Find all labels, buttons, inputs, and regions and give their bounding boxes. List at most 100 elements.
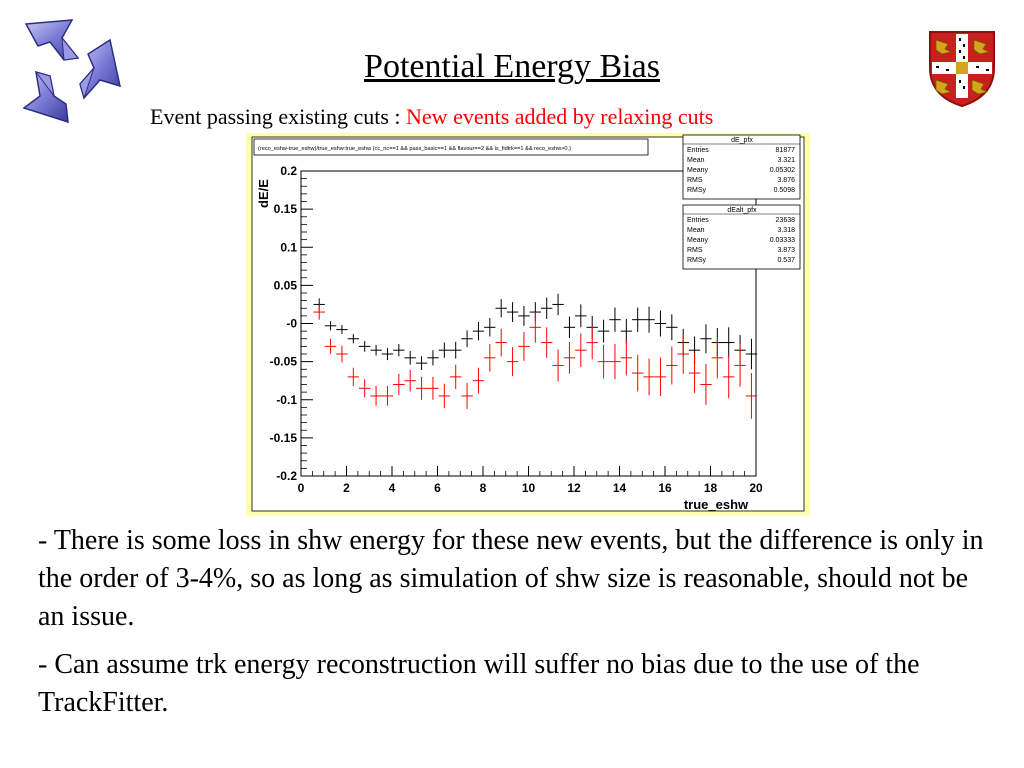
data-point [688, 353, 701, 393]
plot-area [300, 170, 757, 477]
data-point [620, 318, 633, 344]
data-point [609, 307, 621, 332]
y-tick-label: 0.2 [280, 164, 297, 178]
series-dealt-pfx [313, 304, 758, 419]
stats-label: Meany [687, 167, 709, 174]
data-point [461, 382, 473, 409]
stats-label: RMSy [687, 187, 707, 194]
profile-plot-svg: (reco_eshw-true_eshw)/true_eshw:true_esh… [251, 134, 805, 512]
data-point [415, 376, 428, 400]
data-point [506, 302, 519, 322]
data-point [336, 325, 348, 335]
stats-label: RMS [687, 177, 703, 184]
y-tick-label: -0.1 [276, 393, 297, 407]
data-point [359, 341, 371, 352]
data-point [609, 344, 621, 380]
data-point [404, 370, 416, 392]
x-tick-label: 0 [298, 481, 305, 495]
data-point [450, 341, 462, 359]
stats-label: Mean [687, 227, 705, 234]
x-tick-label: 18 [704, 481, 718, 495]
data-point [324, 338, 337, 354]
data-point [506, 347, 519, 377]
stats-value: 0.537 [777, 257, 795, 264]
x-axis-label: true_eshw [684, 497, 749, 512]
subtitle-existing-cuts: Event passing existing cuts : [150, 104, 407, 129]
stats-value: 3.873 [777, 247, 795, 254]
data-point [666, 346, 678, 385]
bullet-list: - There is some loss in shw energy for t… [38, 522, 998, 732]
bullet-shw-energy-loss: - There is some loss in shw energy for t… [38, 525, 984, 632]
plot-title: (reco_eshw-true_eshw)/true_eshw:true_esh… [258, 146, 571, 152]
stats-box-title: dEalt_pfx [727, 207, 757, 214]
data-point [654, 357, 667, 396]
profile-plot: (reco_eshw-true_eshw)/true_eshw:true_esh… [246, 133, 810, 516]
data-point [711, 337, 724, 379]
y-tick-label: -0.2 [276, 469, 297, 483]
y-axis-label: dE/E [256, 179, 271, 208]
stats-value: 0.03333 [770, 237, 795, 244]
stats-value: 3.318 [777, 227, 795, 234]
stats-label: RMSy [687, 257, 707, 264]
data-point [472, 367, 485, 394]
data-point [518, 331, 530, 361]
data-point [336, 345, 348, 363]
data-point [552, 293, 564, 316]
data-point [359, 379, 371, 398]
y-tick-label: -0.05 [270, 355, 298, 369]
data-point [700, 324, 712, 354]
data-point [700, 363, 712, 406]
y-tick-label: -0 [286, 317, 297, 331]
data-point [313, 304, 325, 320]
x-tick-label: 6 [434, 481, 441, 495]
data-point [620, 340, 633, 376]
stats-value: 0.05302 [770, 167, 795, 174]
y-tick-label: 0.15 [274, 202, 298, 216]
data-point [370, 386, 382, 406]
stats-label: Entries [687, 147, 709, 154]
slide-title: Potential Energy Bias [364, 48, 660, 85]
data-point [495, 328, 507, 357]
three-arrow-logo [22, 19, 122, 124]
stats-label: Entries [687, 217, 709, 224]
data-point [643, 306, 655, 333]
data-point [632, 354, 644, 392]
data-point [745, 338, 758, 370]
data-point [415, 356, 428, 371]
y-tick-label: -0.15 [270, 431, 298, 445]
data-point [393, 344, 405, 357]
data-point [347, 334, 360, 344]
slide-subtitle: Event passing existing cuts : New events… [150, 104, 713, 130]
data-point [677, 334, 689, 374]
data-point [427, 350, 439, 366]
x-tick-label: 12 [567, 481, 581, 495]
y-tick-label: 0.1 [280, 240, 297, 254]
bullet-trk-energy: - Can assume trk energy reconstruction w… [38, 649, 920, 718]
stats-value: 3.321 [777, 157, 795, 164]
data-point [632, 307, 644, 332]
data-point [575, 333, 587, 367]
data-point [495, 299, 507, 318]
stats-value: 23638 [776, 217, 796, 224]
stats-box-de-pfx: dE_pfx Entries 81877 Mean 3.321 Meany 0.… [682, 134, 801, 200]
data-point [541, 327, 553, 358]
x-tick-label: 14 [613, 481, 627, 495]
data-point [381, 347, 394, 361]
data-point [586, 325, 598, 360]
data-point [427, 376, 439, 400]
plot-title-box [253, 138, 649, 156]
data-point [324, 321, 337, 331]
data-point [381, 386, 394, 406]
data-point [643, 358, 655, 396]
data-point [472, 321, 485, 341]
university-crest [929, 31, 995, 108]
data-point [404, 350, 416, 365]
data-point [438, 342, 451, 358]
data-point [575, 304, 587, 328]
data-point [597, 344, 610, 379]
axis-ticks: 0 2 4 6 8 10 12 14 16 18 20 -0.2 -0.15 -0.1 -0.05 -0 0.0… [270, 164, 763, 495]
data-point [461, 330, 473, 348]
data-point [723, 355, 735, 399]
series-de-pfx [313, 293, 758, 371]
data-point [734, 344, 746, 387]
